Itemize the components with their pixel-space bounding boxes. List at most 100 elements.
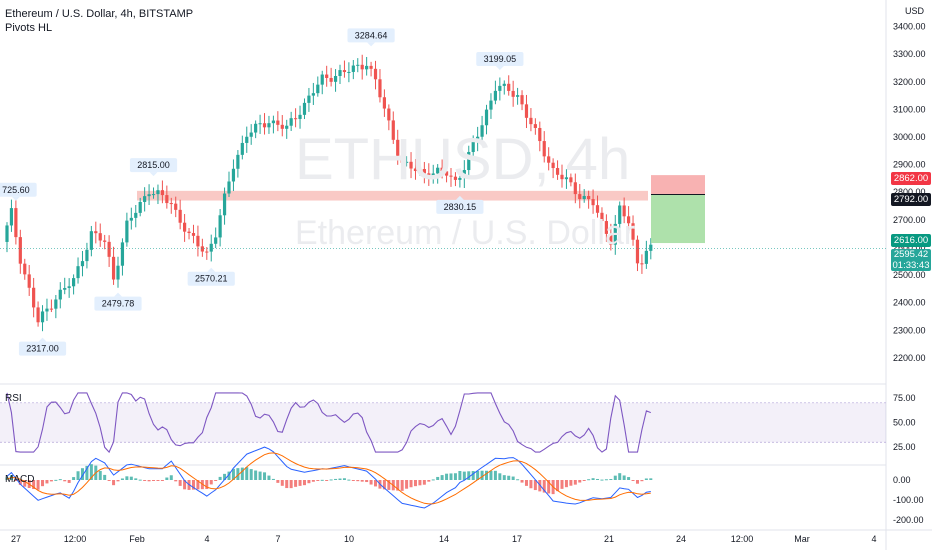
candle-body: [120, 242, 125, 266]
candle-body: [289, 118, 293, 126]
macd-histogram-bar: [196, 480, 200, 490]
candle-body: [476, 136, 480, 142]
macd-signal-line: [6, 452, 651, 505]
candle-body: [533, 124, 537, 128]
resistance-zone: [137, 190, 648, 201]
macd-histogram-bar: [41, 480, 45, 487]
time-tick-label: 4: [204, 534, 209, 544]
macd-histogram-bar: [649, 478, 653, 480]
pivot-label: 2830.15: [444, 202, 477, 212]
pivot-label-pointer: [38, 337, 47, 342]
time-tick-label: 12:00: [731, 534, 754, 544]
chart-title: Ethereum / U.S. Dollar, 4h, BITSTAMP: [5, 8, 194, 20]
candle-body: [356, 64, 360, 66]
candle-body: [569, 177, 573, 183]
candle-body: [595, 205, 600, 213]
candle-body: [271, 120, 275, 124]
candle-body: [138, 201, 142, 213]
candle-body: [391, 120, 395, 140]
macd-histogram-bar: [640, 480, 644, 482]
candle-body: [511, 90, 515, 97]
macd-histogram-bar: [520, 480, 524, 483]
macd-histogram-bar: [560, 480, 564, 489]
candle-body: [94, 231, 98, 234]
pivot-label: 725.60: [2, 185, 30, 195]
candle-body: [582, 195, 586, 200]
pivot-label: 2317.00: [26, 344, 59, 354]
time-tick-label: 14: [439, 534, 449, 544]
candle-body: [320, 74, 324, 85]
macd-histogram-bar: [14, 480, 18, 481]
macd-histogram-bar: [280, 480, 284, 486]
macd-histogram-bar: [480, 470, 484, 480]
macd-histogram-bar: [320, 479, 324, 481]
candles: [5, 54, 653, 332]
candle-body: [396, 139, 400, 156]
candle-body: [107, 241, 111, 257]
candle-body: [524, 104, 529, 118]
macd-histogram-bar: [160, 480, 164, 481]
candle-body: [227, 181, 231, 194]
candle-body: [604, 221, 608, 234]
macd-tick-label: -100.00: [893, 495, 924, 505]
macd-histogram-bar: [36, 480, 40, 490]
candle-body: [72, 278, 76, 287]
macd-histogram-bar: [191, 480, 195, 490]
macd-histogram-bar: [627, 477, 631, 480]
pivot-label-pointer: [114, 292, 122, 297]
stop-price-label: 2862.00: [891, 172, 931, 185]
candle-body: [205, 251, 209, 253]
candle-body: [507, 83, 511, 91]
candle-body: [307, 95, 311, 103]
macd-histogram-bar: [445, 473, 449, 480]
last-price-label: 2595.42 01:33:43: [891, 249, 931, 271]
macd-histogram-bar: [427, 480, 431, 482]
macd-histogram-bar: [231, 468, 235, 480]
macd-histogram-bar: [374, 480, 378, 487]
macd-histogram-bar: [67, 480, 71, 483]
macd-histogram-bar: [267, 475, 271, 480]
rsi-tick-label: 50.00: [893, 418, 916, 428]
macd-histogram-bar: [302, 480, 306, 486]
candle-body: [169, 203, 173, 205]
price-tick-label: 3300.00: [893, 49, 926, 59]
candle-body: [462, 170, 466, 178]
macd-histogram-bar: [516, 479, 520, 481]
candle-body: [631, 223, 635, 240]
macd-histogram-bar: [316, 480, 320, 481]
target-price-label: 2616.00: [891, 234, 931, 247]
candle-body: [360, 64, 364, 70]
candle-body: [18, 237, 22, 264]
macd-histogram-bar: [413, 480, 417, 487]
candle-body: [329, 77, 333, 82]
time-tick-label: 27: [11, 534, 21, 544]
macd-histogram-bar: [205, 480, 209, 490]
macd-histogram-bar: [63, 480, 67, 482]
macd-histogram-bar: [351, 480, 355, 481]
candle-body: [613, 223, 617, 245]
pivot-label: 2570.21: [195, 274, 228, 284]
macd-histogram-bar: [294, 480, 298, 487]
price-tick-label: 2400.00: [893, 298, 926, 308]
candle-body: [591, 199, 595, 206]
pivot-label-box: [18, 341, 67, 356]
candle-body: [564, 177, 569, 180]
macd-histogram-bar: [325, 480, 329, 481]
candle-body: [187, 231, 191, 234]
candle-body: [80, 261, 85, 267]
macd-pane-title: MACD: [5, 474, 35, 485]
macd-histogram-bar: [400, 480, 404, 491]
candle-body: [267, 123, 271, 128]
candle-body: [200, 246, 204, 252]
candle-body: [218, 215, 222, 238]
time-tick-label: 12:00: [64, 534, 87, 544]
macd-histogram-bar: [245, 467, 249, 480]
candle-body: [245, 136, 249, 143]
candle-body: [262, 123, 267, 128]
macd-histogram-bar: [342, 478, 346, 480]
candle-body: [294, 118, 298, 120]
price-tick-label: 2900.00: [893, 160, 926, 170]
macd-histogram-bar: [609, 479, 613, 481]
candle-body: [165, 195, 169, 204]
